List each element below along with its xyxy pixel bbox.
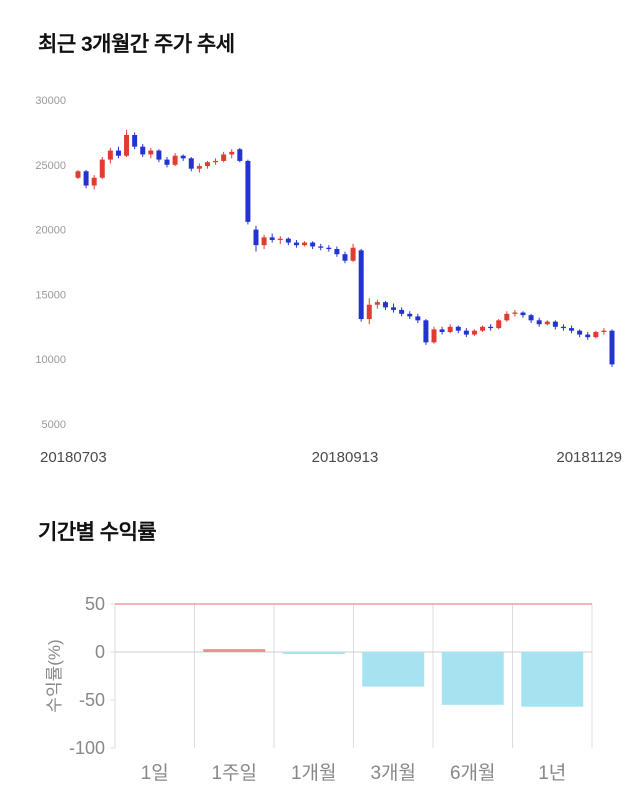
candle-body (334, 249, 340, 255)
return-bar (282, 652, 345, 654)
candle-body (83, 171, 89, 186)
return-bar (441, 652, 504, 705)
candle-body (245, 160, 251, 222)
candle-body (302, 242, 308, 246)
return-bar (203, 649, 266, 652)
returns-category-label: 3개월 (370, 762, 416, 784)
candle-body (310, 242, 316, 247)
candle-body (350, 247, 356, 261)
candle-body (455, 326, 461, 331)
candle-body (593, 331, 599, 338)
candle-body (382, 302, 388, 308)
returns-category-label: 6개월 (450, 762, 496, 784)
candle-body (391, 307, 397, 310)
candle-body (164, 159, 170, 165)
candle-body (544, 321, 550, 325)
candle-body (180, 155, 186, 159)
candle-body (115, 150, 121, 156)
candle-body (512, 312, 518, 314)
candle-body (577, 330, 583, 335)
candle-body (237, 149, 243, 161)
candle-body (609, 330, 615, 365)
candle-body (188, 158, 194, 169)
candle-body (269, 237, 275, 240)
candle-body (132, 134, 138, 147)
candle-body (107, 150, 113, 160)
price-trend-title: 최근 3개월간 주가 추세 (38, 33, 235, 56)
candle-body (471, 330, 477, 335)
candle-body (439, 329, 445, 332)
price-y-tick-label: 20000 (35, 225, 66, 237)
candle-body (229, 151, 235, 155)
candle-body (196, 166, 202, 169)
candle-body (560, 326, 566, 329)
candle-body (399, 309, 405, 314)
candle-body (431, 329, 437, 343)
candle-body (148, 150, 154, 155)
candle-body (318, 246, 324, 248)
period-returns-bar-chart: 50 0 -50 -100 1일 1주일 1개월 3개월 6개월 1년 수익률(%) (45, 594, 593, 784)
candle-body (172, 155, 178, 165)
candle-body (366, 304, 372, 320)
candle-body (293, 242, 299, 246)
returns-y-tick-label: -50 (79, 690, 105, 710)
candle-body (156, 150, 162, 160)
candle-body (221, 154, 227, 161)
candle-body (213, 160, 219, 163)
candle-body (423, 320, 429, 343)
candle-body (496, 320, 502, 329)
candle-body (261, 237, 267, 246)
candle-body (601, 330, 607, 332)
price-y-tick-label: 30000 (35, 95, 66, 107)
candle-body (407, 313, 413, 317)
price-candlestick-chart: 30000 25000 20000 15000 10000 5000 20180703 201… (35, 95, 622, 466)
candle-body (536, 320, 542, 325)
price-x-tick-label: 20180913 (312, 449, 379, 466)
price-y-tick-label: 10000 (35, 354, 66, 366)
price-y-tick-label: 25000 (35, 160, 66, 172)
candle-body (520, 312, 526, 316)
candle-body (488, 326, 494, 329)
returns-y-tick-label: -100 (69, 738, 105, 758)
return-bar (362, 652, 425, 687)
candle-body (504, 313, 510, 321)
returns-y-tick-label: 0 (95, 642, 105, 662)
candle-body (585, 334, 591, 338)
returns-y-axis-label: 수익률(%) (45, 639, 64, 712)
candle-body (99, 159, 105, 178)
candle-body (342, 254, 348, 261)
candle-body (253, 229, 259, 246)
candle-body (140, 146, 146, 155)
candle-body (91, 177, 97, 186)
price-y-tick-label: 15000 (35, 289, 66, 301)
returns-category-label: 1년 (538, 762, 566, 784)
returns-category-label: 1개월 (291, 762, 337, 784)
price-x-tick-label: 20181129 (556, 449, 622, 466)
candle-body (277, 238, 283, 240)
price-x-tick-label: 20180703 (40, 449, 107, 466)
candle-body (415, 316, 421, 321)
period-returns-title: 기간별 수익률 (38, 521, 157, 544)
candle-body (326, 247, 332, 250)
returns-y-tick-label: 50 (85, 594, 105, 614)
price-y-tick-label: 5000 (42, 419, 66, 431)
candle-body (204, 162, 210, 167)
return-bar (521, 652, 584, 707)
candle-body (285, 238, 291, 243)
candle-body (569, 328, 575, 331)
candle-body (358, 250, 364, 320)
returns-category-label: 1일 (141, 762, 169, 784)
candle-body (463, 330, 469, 335)
candle-body (124, 134, 130, 156)
returns-category-label: 1주일 (211, 762, 257, 784)
candle-body (75, 171, 81, 178)
candle-body (374, 302, 380, 305)
candle-body (528, 315, 534, 321)
candle-body (447, 326, 453, 332)
candle-body (480, 326, 486, 331)
candle-body (552, 321, 558, 327)
